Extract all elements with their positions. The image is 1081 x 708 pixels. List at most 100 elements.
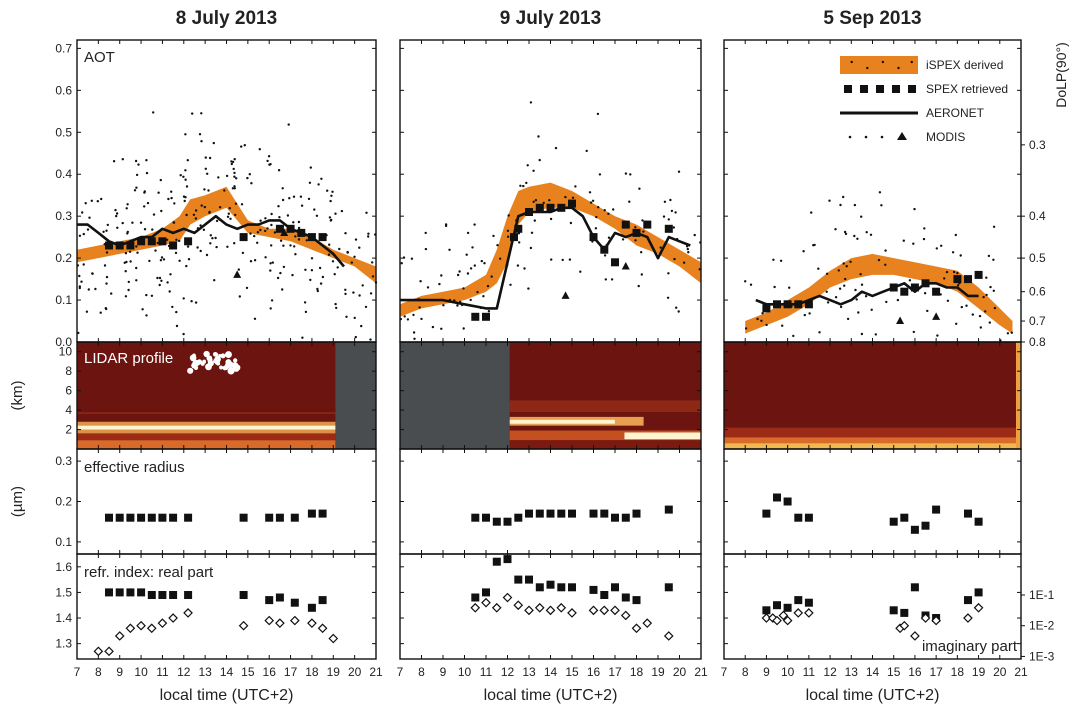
ispex-point (185, 213, 188, 217)
y-tick-label: 0.3 (55, 454, 72, 468)
ispex-point (178, 259, 181, 262)
lidar-cloud (214, 352, 219, 357)
y-tick-label: 2 (65, 423, 72, 437)
ispex-point (765, 323, 768, 327)
ispex-point (143, 205, 146, 208)
ispex-point (418, 306, 421, 309)
x-tick-label: 17 (608, 665, 622, 679)
ispex-point (519, 184, 522, 187)
x-tick-label: 10 (134, 665, 148, 679)
ispex-point (992, 258, 995, 261)
ispex-point (598, 173, 602, 176)
ispex-point (145, 171, 149, 175)
ispex-point (331, 260, 335, 263)
imag-part-point (899, 620, 910, 631)
ispex-point (518, 241, 521, 244)
ispex-point (167, 197, 170, 201)
real-part-point (889, 606, 898, 615)
ispex-point (82, 263, 85, 266)
spex-point (307, 233, 316, 242)
spex-point (568, 199, 576, 208)
real-part-point (492, 557, 501, 566)
ispex-point (90, 199, 94, 202)
ispex-point (431, 325, 435, 329)
ispex-point (170, 190, 173, 193)
real-part-point (546, 580, 555, 589)
ispex-point (230, 162, 233, 166)
real-part-point (169, 591, 178, 599)
ispex-point (270, 212, 273, 216)
ispex-point (293, 245, 296, 248)
ispex-point (184, 169, 187, 172)
ispex-point (264, 229, 267, 233)
x-tick-label: 13 (845, 665, 859, 679)
y-tick-label: 0.4 (55, 167, 72, 181)
spex-point (126, 241, 135, 250)
spex-point (921, 279, 930, 288)
real-part-point (783, 603, 792, 612)
radius-point (974, 517, 983, 526)
ispex-point (282, 265, 286, 269)
x-tick-label: 21 (369, 665, 383, 679)
right-y-tick-label: 1E-1 (1029, 588, 1055, 602)
x-tick-label: 9 (116, 665, 123, 679)
y-tick-label: 1.3 (55, 637, 72, 651)
ispex-point (277, 169, 281, 172)
ispex-point (371, 261, 374, 264)
legend-ispex-dot (866, 66, 869, 70)
real-part-point (600, 591, 609, 599)
radius-label: effective radius (84, 459, 185, 476)
ispex-point (884, 249, 887, 252)
ispex-point (802, 250, 805, 253)
x-tick-label: 18 (305, 665, 319, 679)
imag-part-point (793, 608, 804, 618)
ispex-point (190, 300, 193, 303)
ispex-point (240, 145, 243, 148)
ispex-point (985, 293, 988, 297)
ispex-point (94, 287, 97, 291)
ispex-point (603, 209, 606, 212)
ispex-point (629, 173, 632, 176)
ispex-point (309, 166, 312, 169)
radius-point (794, 513, 803, 522)
ispex-point (638, 187, 641, 190)
ispex-point (112, 160, 116, 163)
ispex-point (610, 278, 614, 281)
ispex-point (361, 284, 364, 287)
ispex-point (318, 266, 322, 270)
ispex-point (856, 237, 859, 240)
imag-part-point (804, 608, 814, 618)
ispex-point (215, 219, 219, 223)
lidar-cloud (216, 361, 221, 366)
ispex-point (440, 327, 443, 330)
y-tick-label: 0.1 (55, 293, 72, 307)
ispex-point (979, 326, 982, 329)
spex-point (471, 312, 480, 321)
ispex-point (115, 214, 118, 218)
imag-part-point (556, 602, 567, 613)
x-tick-label: 15 (887, 665, 901, 679)
right-y-tick-label: 1E-3 (1029, 649, 1055, 663)
imag-part-point (782, 615, 793, 626)
lidar-cloud (220, 353, 226, 359)
ispex-point (935, 247, 938, 250)
ispex-point (136, 251, 139, 254)
lidar-band (509, 440, 701, 449)
ispex-point (297, 238, 301, 241)
imag-part-point (778, 610, 789, 621)
ispex-point (182, 175, 185, 178)
ispex-point (607, 236, 611, 239)
spex-point (525, 208, 533, 216)
ispex-point (213, 279, 216, 282)
aot-label: AOT (84, 49, 115, 66)
ispex-point (273, 231, 277, 234)
real-part-point (974, 588, 983, 597)
legend-ispex-swatch (840, 56, 918, 74)
ispex-point (860, 283, 864, 286)
spex-point (643, 220, 652, 229)
imag-part-point (588, 605, 599, 616)
ispex-point (591, 199, 595, 202)
spex-point (889, 283, 898, 292)
ispex-point (471, 246, 474, 249)
ispex-point (516, 264, 520, 267)
